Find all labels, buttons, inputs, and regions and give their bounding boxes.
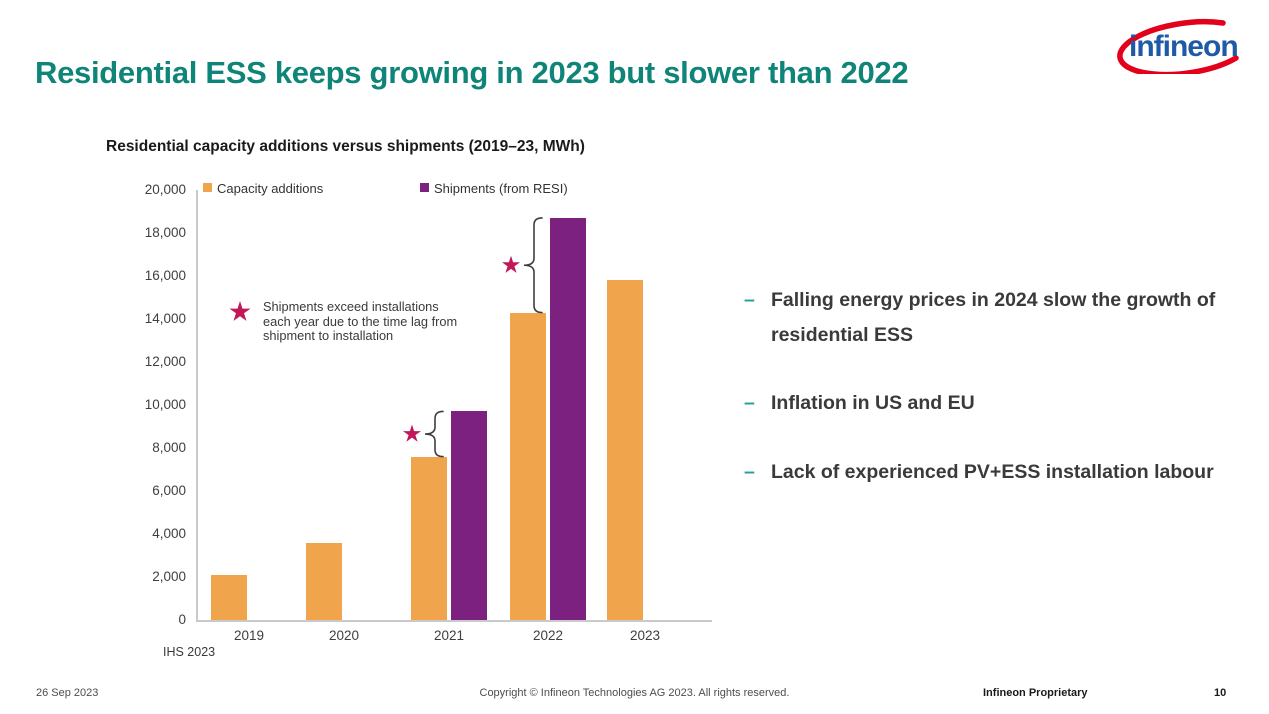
x-axis-tick-label: 2019 [233, 628, 265, 643]
y-axis-tick-label: 20,000 [144, 182, 186, 197]
x-axis-line [196, 620, 712, 622]
logo-swoosh-arc [1117, 18, 1239, 78]
bar-capacity-additions-2020 [306, 542, 342, 620]
infineon-logo-graphic: infineon [1117, 18, 1239, 78]
bullet-item: – Lack of experienced PV+ESS installatio… [744, 455, 1241, 490]
bullet-dash: – [744, 392, 755, 414]
chart-source: IHS 2023 [163, 645, 216, 659]
y-axis-tick-label: 2,000 [152, 569, 186, 584]
y-axis-tick-label: 6,000 [152, 483, 186, 498]
bullet-text: Inflation in US and EU [771, 392, 975, 414]
legend-swatch [420, 183, 429, 192]
bullet-dash: – [744, 289, 755, 311]
bullet-item: – Inflation in US and EU [744, 386, 1241, 421]
bar-capacity-additions-2021 [411, 456, 447, 620]
bullet-dash: – [744, 461, 755, 483]
x-axis-tick-label: 2023 [629, 628, 661, 643]
bar-capacity-additions-2023 [607, 280, 643, 620]
bullet-item: – Falling energy prices in 2024 slow the… [744, 283, 1241, 353]
x-axis-tick-label: 2021 [433, 628, 465, 643]
y-axis-line [196, 190, 198, 620]
legend-item: Capacity additions [203, 181, 323, 196]
bar-shipments-2021 [451, 411, 487, 620]
annotation-text: Shipments exceed installations each year … [263, 299, 458, 344]
x-axis-tick-label: 2022 [532, 628, 564, 643]
bar-capacity-additions-2019 [211, 574, 247, 620]
x-axis-tick-label: 2020 [328, 628, 360, 643]
y-axis-tick-label: 12,000 [144, 354, 186, 369]
footer-date: 26 Sep 2023 [36, 687, 99, 699]
y-axis-tick-label: 8,000 [152, 440, 186, 455]
y-axis-tick-label: 10,000 [144, 397, 186, 412]
legend-label: Capacity additions [217, 181, 324, 196]
bar-capacity-additions-2022 [510, 312, 546, 620]
y-axis-tick-label: 14,000 [144, 311, 186, 326]
slide-title: Residential ESS keeps growing in 2023 bu… [35, 55, 909, 90]
bar-shipments-2022 [550, 217, 586, 620]
footer-copyright: Copyright © Infineon Technologies AG 202… [479, 687, 790, 699]
legend-item: Shipments (from RESI) [420, 181, 568, 196]
logo-wordmark: infineon [1129, 30, 1238, 63]
y-axis-tick-label: 16,000 [144, 268, 186, 283]
footer-page-number: 10 [1214, 687, 1227, 699]
infineon-logo: infineon [1093, 8, 1253, 78]
y-axis-tick-label: 4,000 [152, 526, 186, 541]
bullet-text: Falling energy prices in 2024 slow the g… [771, 289, 1216, 346]
y-axis-tick-label: 18,000 [144, 225, 186, 240]
footer-classification: Infineon Proprietary [983, 687, 1088, 699]
chart-title: Residential capacity additions versus sh… [106, 138, 585, 155]
legend-swatch [203, 183, 212, 192]
y-axis-tick-label: 0 [178, 612, 186, 627]
bullet-text: Lack of experienced PV+ESS installation … [771, 461, 1214, 483]
legend-label: Shipments (from RESI) [434, 181, 568, 196]
